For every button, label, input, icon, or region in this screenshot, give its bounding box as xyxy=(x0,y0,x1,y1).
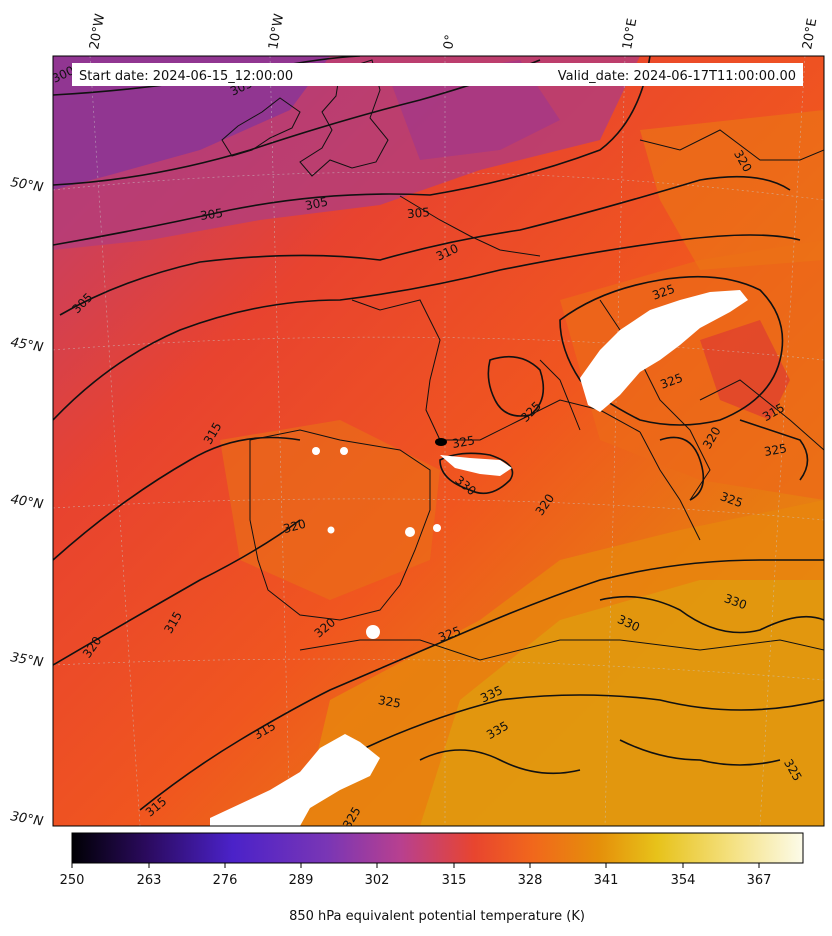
warm-air-alps xyxy=(700,320,790,420)
contour-label: 305 xyxy=(304,195,329,213)
colorbar-tick-label: 302 xyxy=(365,873,390,888)
contour-label: 320 xyxy=(282,517,308,536)
colorbar-title: 850 hPa equivalent potential temperature… xyxy=(289,909,585,924)
colorbar-tick-label: 276 xyxy=(213,873,238,888)
colorbar-tick-label: 263 xyxy=(137,873,162,888)
colorbar-tick-label: 250 xyxy=(60,873,85,888)
info-bar xyxy=(72,63,803,86)
masked-high-terrain xyxy=(210,290,748,826)
lon-label-10e: 10°E xyxy=(620,17,640,50)
latitude-labels: 50°N 45°N 40°N 35°N 30°N xyxy=(9,175,44,830)
contour-label: 305 xyxy=(406,205,430,221)
lat-label-35n: 35°N xyxy=(9,650,44,671)
contour-label: 325 xyxy=(451,433,476,451)
map-area: 300 305 305 305 305 305 310 315 315 315 … xyxy=(53,56,824,826)
colorbar-ticks xyxy=(71,863,760,868)
colorbar-tick-label: 289 xyxy=(289,873,314,888)
longitude-labels: 20°W 10°W 0° 10°E 20°E xyxy=(87,13,820,51)
coastlines xyxy=(221,59,824,661)
contour-label: 325 xyxy=(763,441,788,459)
colorbar-tick-label: 315 xyxy=(442,873,467,888)
colorbar: 250 263 276 289 302 315 328 341 354 367 … xyxy=(60,832,804,924)
lon-label-20w: 20°W xyxy=(87,13,108,51)
lat-label-40n: 40°N xyxy=(9,492,44,513)
lat-label-50n: 50°N xyxy=(9,175,44,196)
lat-label-45n: 45°N xyxy=(9,335,44,356)
colorbar-gradient xyxy=(71,832,804,864)
start-date-text: Start date: 2024-06-15_12:00:00 xyxy=(79,69,293,84)
map-frame xyxy=(52,55,825,827)
contour-label: 325 xyxy=(377,693,402,711)
valid-date-text: Valid_date: 2024-06-17T11:00:00.00 xyxy=(558,69,796,84)
lon-label-20e: 20°E xyxy=(800,17,820,50)
contour-label: 305 xyxy=(199,206,224,223)
colorbar-tick-label: 367 xyxy=(747,873,772,888)
warm-air-iberia xyxy=(220,420,440,600)
colorbar-tick-label: 341 xyxy=(594,873,619,888)
colorbar-tick-label: 328 xyxy=(518,873,543,888)
lon-label-10w: 10°W xyxy=(266,13,287,51)
colorbar-tick-label: 354 xyxy=(671,873,696,888)
lat-label-30n: 30°N xyxy=(9,809,44,830)
warm-air-east xyxy=(560,240,824,500)
black-spot xyxy=(435,438,447,446)
warm-air-northeast xyxy=(640,110,824,270)
lon-label-0: 0° xyxy=(441,34,458,51)
